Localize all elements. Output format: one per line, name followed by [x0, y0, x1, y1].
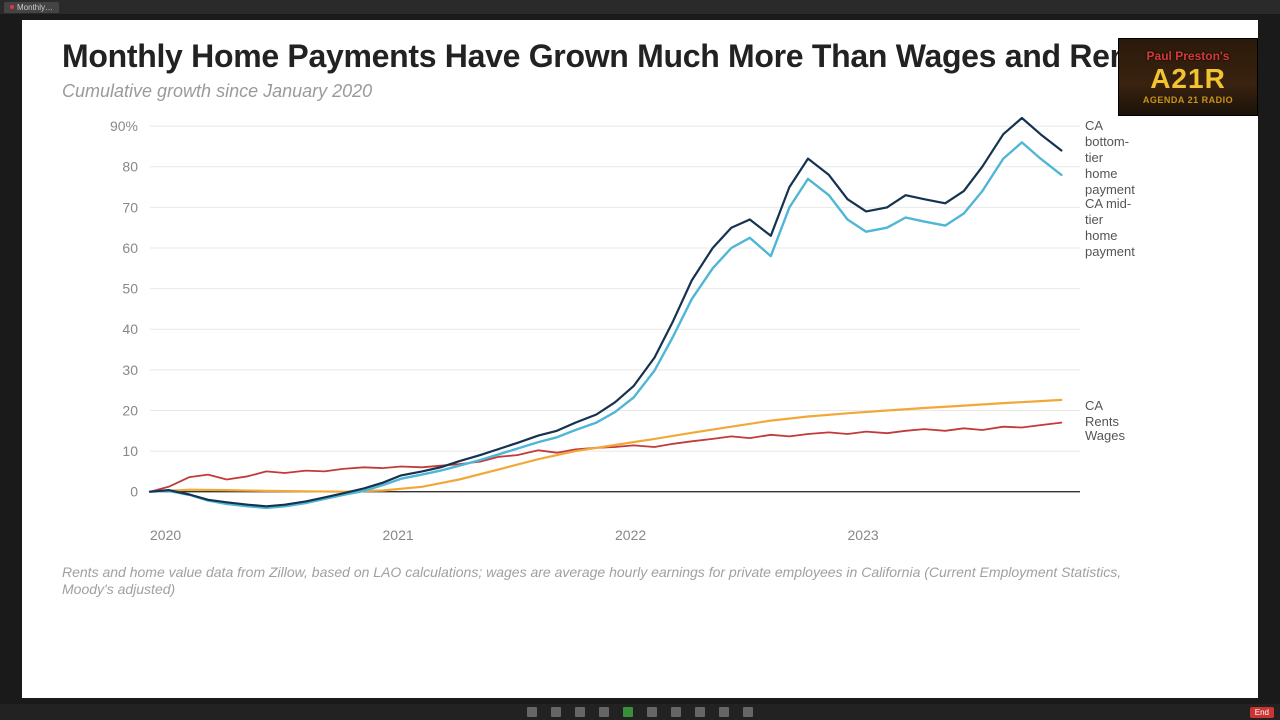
- record-icon: [10, 5, 14, 9]
- taskbar-icon[interactable]: [719, 707, 729, 717]
- svg-text:0: 0: [130, 483, 138, 499]
- taskbar-icon[interactable]: [647, 707, 657, 717]
- chart-title: Monthly Home Payments Have Grown Much Mo…: [62, 38, 1218, 75]
- svg-text:80: 80: [122, 159, 138, 175]
- taskbar-icon[interactable]: [575, 707, 585, 717]
- tab-label: Monthly…: [17, 3, 53, 12]
- svg-text:2021: 2021: [383, 527, 414, 543]
- taskbar-icon[interactable]: [527, 707, 537, 717]
- taskbar-icon[interactable]: [551, 707, 561, 717]
- svg-text:Wages: Wages: [1085, 428, 1125, 443]
- svg-text:home: home: [1085, 166, 1118, 181]
- svg-text:90%: 90%: [110, 118, 138, 134]
- browser-tab[interactable]: Monthly…: [4, 2, 59, 13]
- svg-text:CA mid-: CA mid-: [1085, 196, 1131, 211]
- svg-text:60: 60: [122, 240, 138, 256]
- svg-text:tier: tier: [1085, 150, 1104, 165]
- browser-top-chrome: Monthly…: [0, 0, 1280, 14]
- taskbar-icon[interactable]: [671, 707, 681, 717]
- chart-footnote: Rents and home value data from Zillow, b…: [62, 564, 1142, 599]
- chart-subtitle: Cumulative growth since January 2020: [62, 81, 1218, 102]
- svg-text:10: 10: [122, 443, 138, 459]
- svg-text:40: 40: [122, 321, 138, 337]
- svg-text:CA: CA: [1085, 118, 1103, 133]
- svg-text:payment: payment: [1085, 182, 1135, 197]
- taskbar-icon[interactable]: [695, 707, 705, 717]
- svg-text:tier: tier: [1085, 212, 1104, 227]
- line-chart: 0102030405060708090%2020202120222023CAbo…: [62, 112, 1218, 552]
- svg-text:2020: 2020: [150, 527, 181, 543]
- svg-text:home: home: [1085, 228, 1118, 243]
- svg-text:bottom-: bottom-: [1085, 134, 1129, 149]
- logo-badge: Paul Preston's A21R AGENDA 21 RADIO: [1118, 38, 1258, 116]
- chart-container: 0102030405060708090%2020202120222023CAbo…: [62, 112, 1218, 552]
- taskbar-icon[interactable]: [743, 707, 753, 717]
- logo-line-1: Paul Preston's: [1147, 49, 1230, 63]
- svg-text:payment: payment: [1085, 244, 1135, 259]
- logo-line-2: A21R: [1150, 63, 1226, 95]
- logo-line-3: AGENDA 21 RADIO: [1143, 95, 1233, 105]
- svg-text:50: 50: [122, 280, 138, 296]
- slide-content: Paul Preston's A21R AGENDA 21 RADIO Mont…: [22, 20, 1258, 698]
- svg-text:20: 20: [122, 402, 138, 418]
- taskbar-icon[interactable]: [623, 707, 633, 717]
- svg-text:70: 70: [122, 199, 138, 215]
- end-button[interactable]: End: [1250, 707, 1274, 718]
- video-taskbar: End: [0, 704, 1280, 720]
- taskbar-icon[interactable]: [599, 707, 609, 717]
- svg-text:Rents: Rents: [1085, 414, 1119, 429]
- svg-text:CA: CA: [1085, 398, 1103, 413]
- svg-text:2022: 2022: [615, 527, 646, 543]
- svg-text:2023: 2023: [848, 527, 879, 543]
- svg-text:30: 30: [122, 362, 138, 378]
